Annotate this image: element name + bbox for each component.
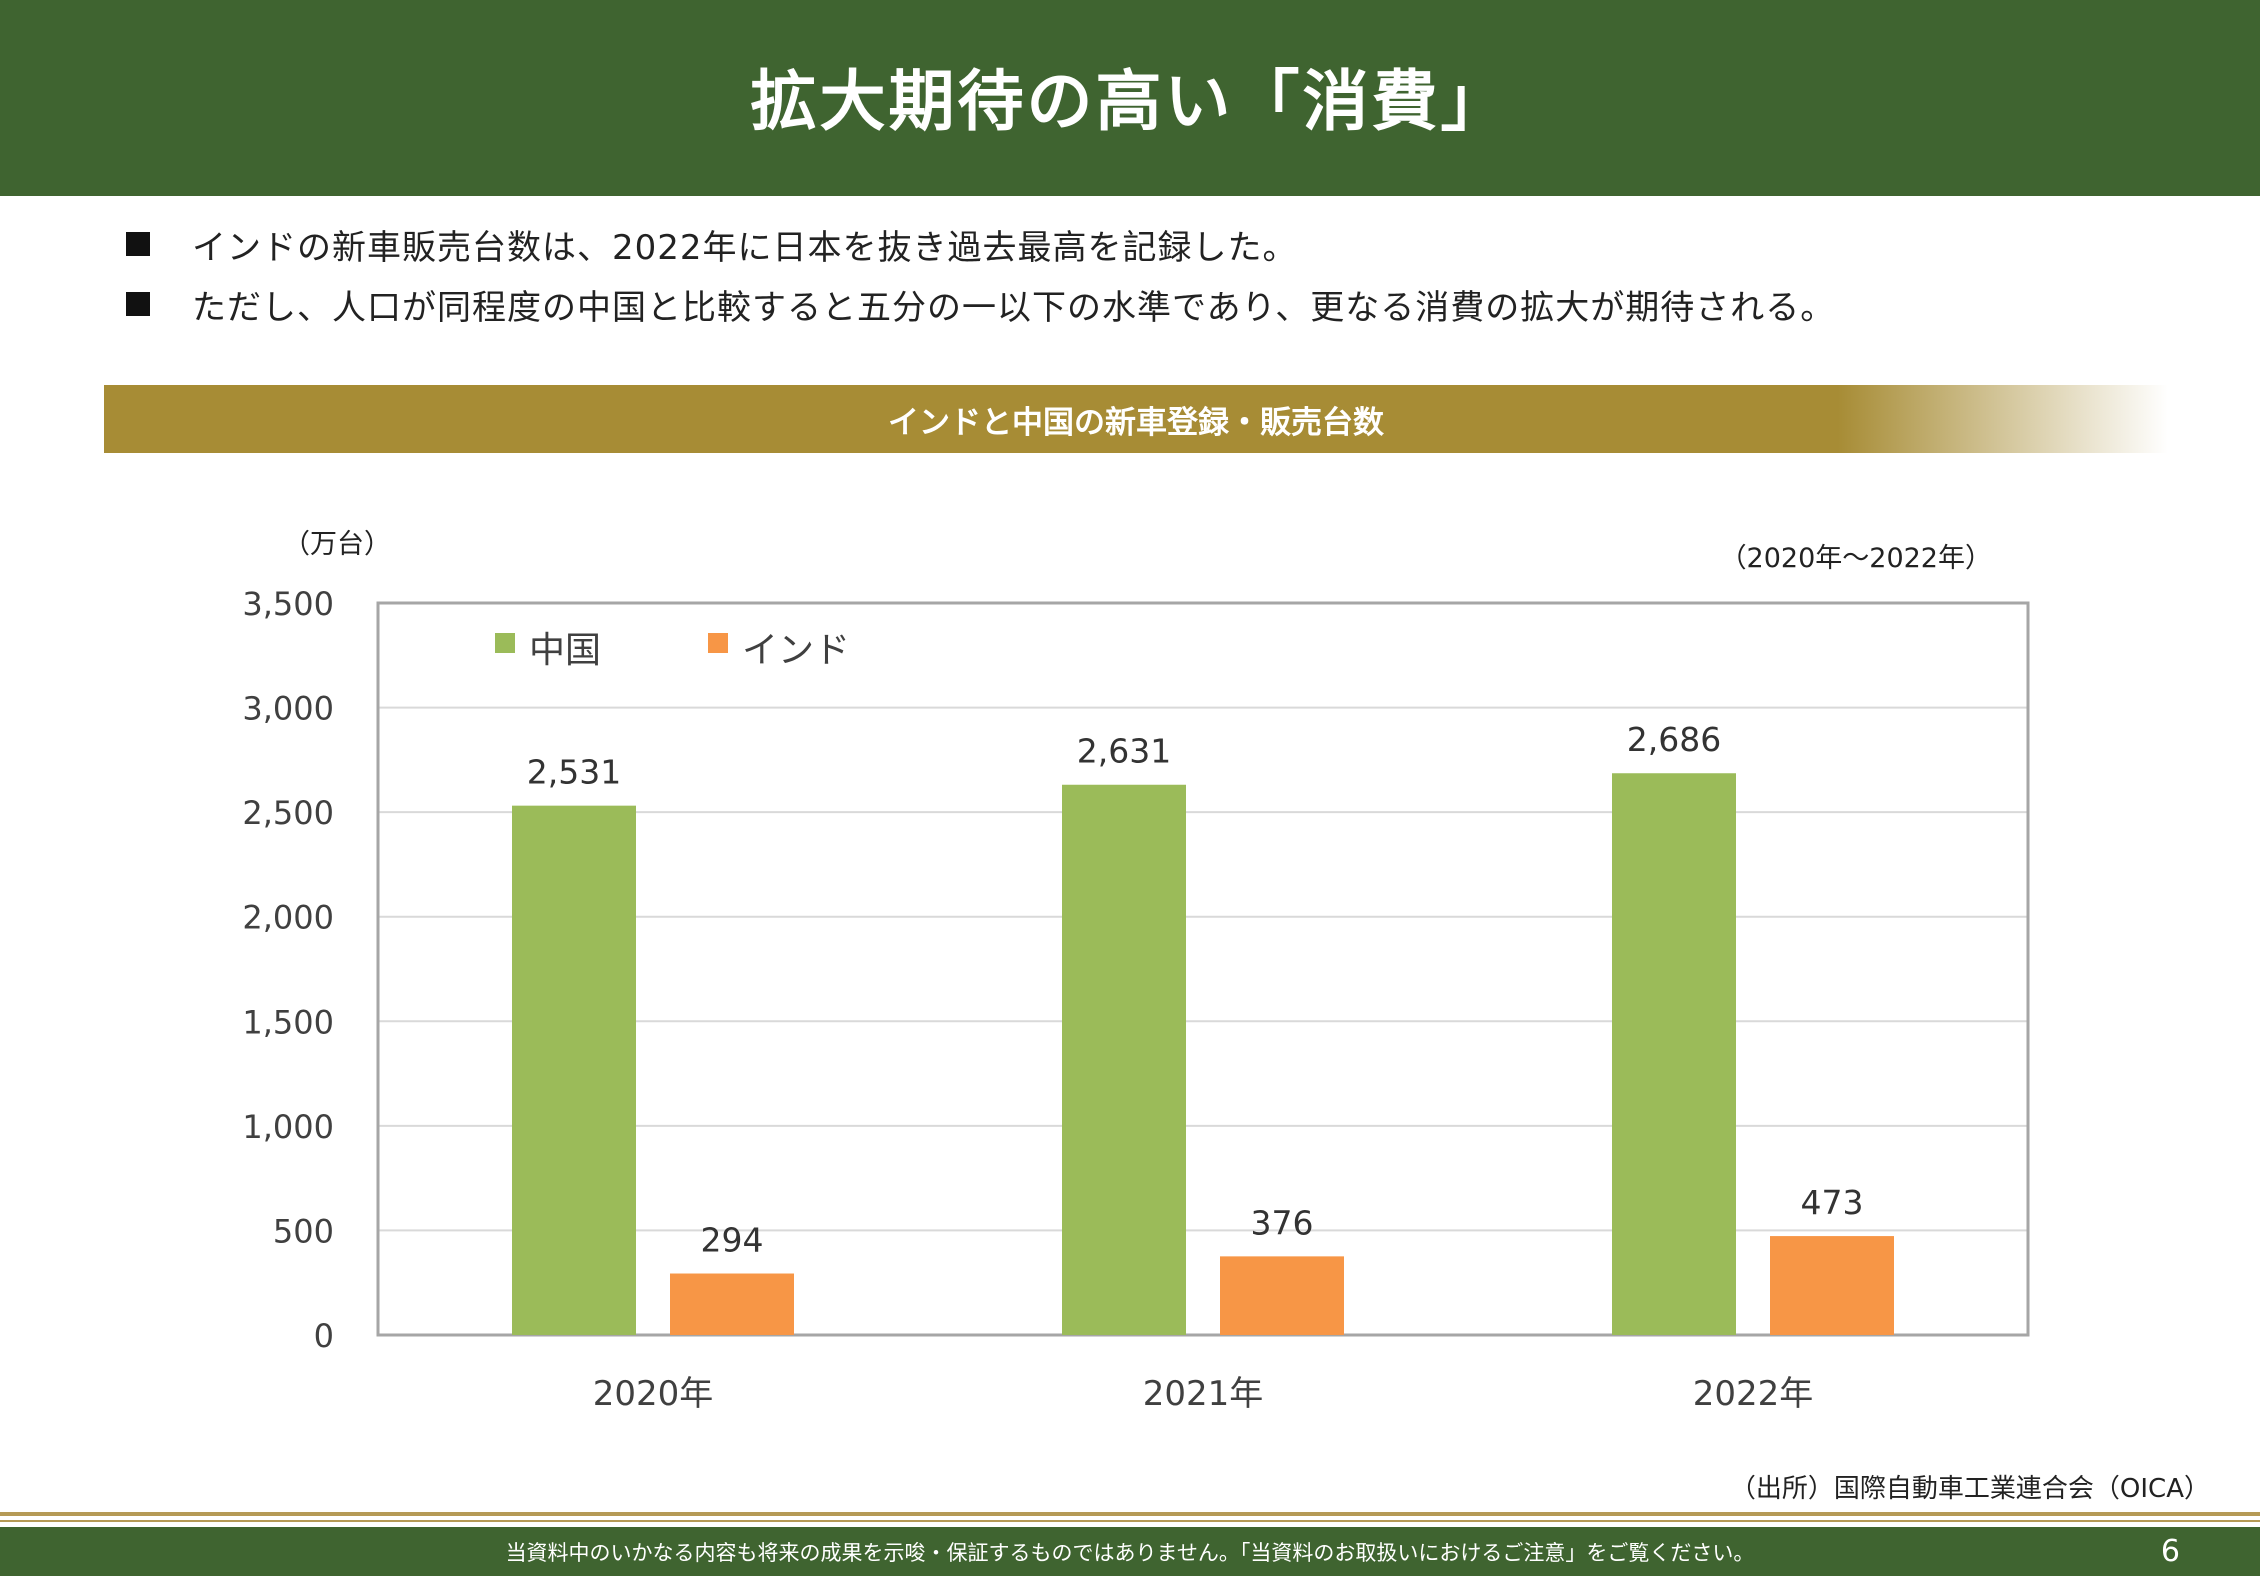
footer-bar	[0, 1527, 2260, 1576]
section-band	[104, 385, 2168, 453]
y-tick-label: 0	[314, 1317, 334, 1355]
square-bullet-icon	[126, 232, 150, 256]
data-label: 2,686	[1627, 720, 1721, 759]
y-tick-label: 500	[273, 1212, 334, 1250]
legend-swatch	[495, 633, 515, 653]
data-label: 376	[1251, 1203, 1314, 1242]
header-bar: 拡大期待の高い「消費」	[0, 0, 2260, 196]
data-label: 473	[1801, 1183, 1864, 1222]
square-bullet-icon	[126, 292, 150, 316]
footer-rule	[0, 1512, 2260, 1516]
bar-china	[1612, 773, 1736, 1335]
bar-china	[1062, 784, 1186, 1335]
page-number: 6	[2160, 1534, 2180, 1569]
bullet-list: インドの新車販売台数は、2022年に日本を抜き過去最高を記録した。 ただし、人口…	[126, 214, 1835, 334]
bullet-text: ただし、人口が同程度の中国と比較すると五分の一以下の水準であり、更なる消費の拡大…	[192, 287, 1836, 328]
bar-india	[670, 1273, 794, 1335]
chart-title: インドと中国の新車登録・販売台数	[888, 404, 1384, 441]
data-label: 294	[701, 1221, 764, 1260]
period-label: （2020年～2022年）	[1719, 543, 1992, 574]
disclaimer: 当資料中のいかなる内容も将来の成果を示唆・保証するものではありません。「当資料の…	[505, 1540, 1755, 1565]
legend-swatch	[708, 633, 728, 653]
plot-area-border	[376, 601, 2030, 1337]
legend-label: 中国	[529, 630, 601, 671]
footer-rule-thin	[0, 1520, 2260, 1522]
bullet-item: ただし、人口が同程度の中国と比較すると五分の一以下の水準であり、更なる消費の拡大…	[126, 274, 1835, 334]
y-tick-label: 2,000	[242, 899, 334, 937]
x-tick-label: 2020年	[593, 1374, 714, 1414]
data-label: 2,631	[1077, 732, 1171, 771]
page-title: 拡大期待の高い「消費」	[750, 63, 1510, 140]
bullet-item: インドの新車販売台数は、2022年に日本を抜き過去最高を記録した。	[126, 214, 1835, 274]
y-unit-label: （万台）	[283, 529, 391, 560]
x-tick-label: 2021年	[1143, 1374, 1264, 1414]
y-tick-label: 1,000	[242, 1108, 334, 1146]
bar-china	[512, 805, 636, 1335]
bullet-text: インドの新車販売台数は、2022年に日本を抜き過去最高を記録した。	[192, 227, 1298, 268]
bar-india	[1770, 1236, 1894, 1335]
y-tick-label: 3,000	[242, 690, 334, 728]
x-tick-label: 2022年	[1693, 1374, 1814, 1414]
data-label: 2,531	[527, 753, 621, 792]
y-tick-label: 3,500	[242, 585, 334, 623]
bar-india	[1220, 1256, 1344, 1335]
y-tick-label: 2,500	[242, 794, 334, 832]
source-note: （出所）国際自動車工業連合会（OICA）	[1729, 1474, 2210, 1504]
legend-label: インド	[742, 630, 850, 671]
y-tick-label: 1,500	[242, 1003, 334, 1041]
